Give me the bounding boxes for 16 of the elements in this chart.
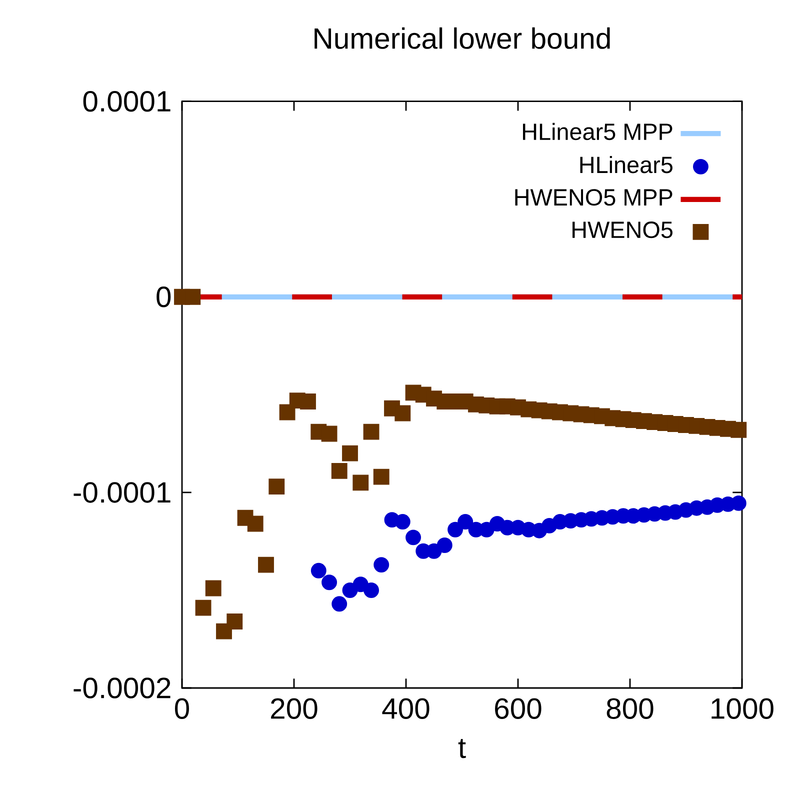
y-tick-label: 0 [156, 286, 171, 308]
y-tick-label: -0.0002 [74, 678, 170, 698]
x-axis-title: t [458, 738, 466, 758]
legend-label: HLinear5 [580, 156, 672, 174]
x-tick-label: 800 [606, 698, 654, 719]
y-tick-label: -0.0001 [74, 482, 170, 503]
x-tick-label: 400 [382, 698, 430, 719]
x-tick-label: 600 [495, 698, 542, 719]
x-tick-label: 1000 [712, 698, 774, 719]
chart-title: Numerical lower bound [314, 27, 610, 49]
legend-label: HWENO5 [572, 222, 672, 238]
y-tick-label: 0.0001 [83, 90, 170, 112]
x-tick-label: 0 [174, 698, 189, 719]
x-tick-label: 200 [271, 698, 318, 719]
legend-label: HWENO5 MPP [515, 189, 672, 206]
legend-label: HLinear5 MPP [523, 122, 672, 140]
